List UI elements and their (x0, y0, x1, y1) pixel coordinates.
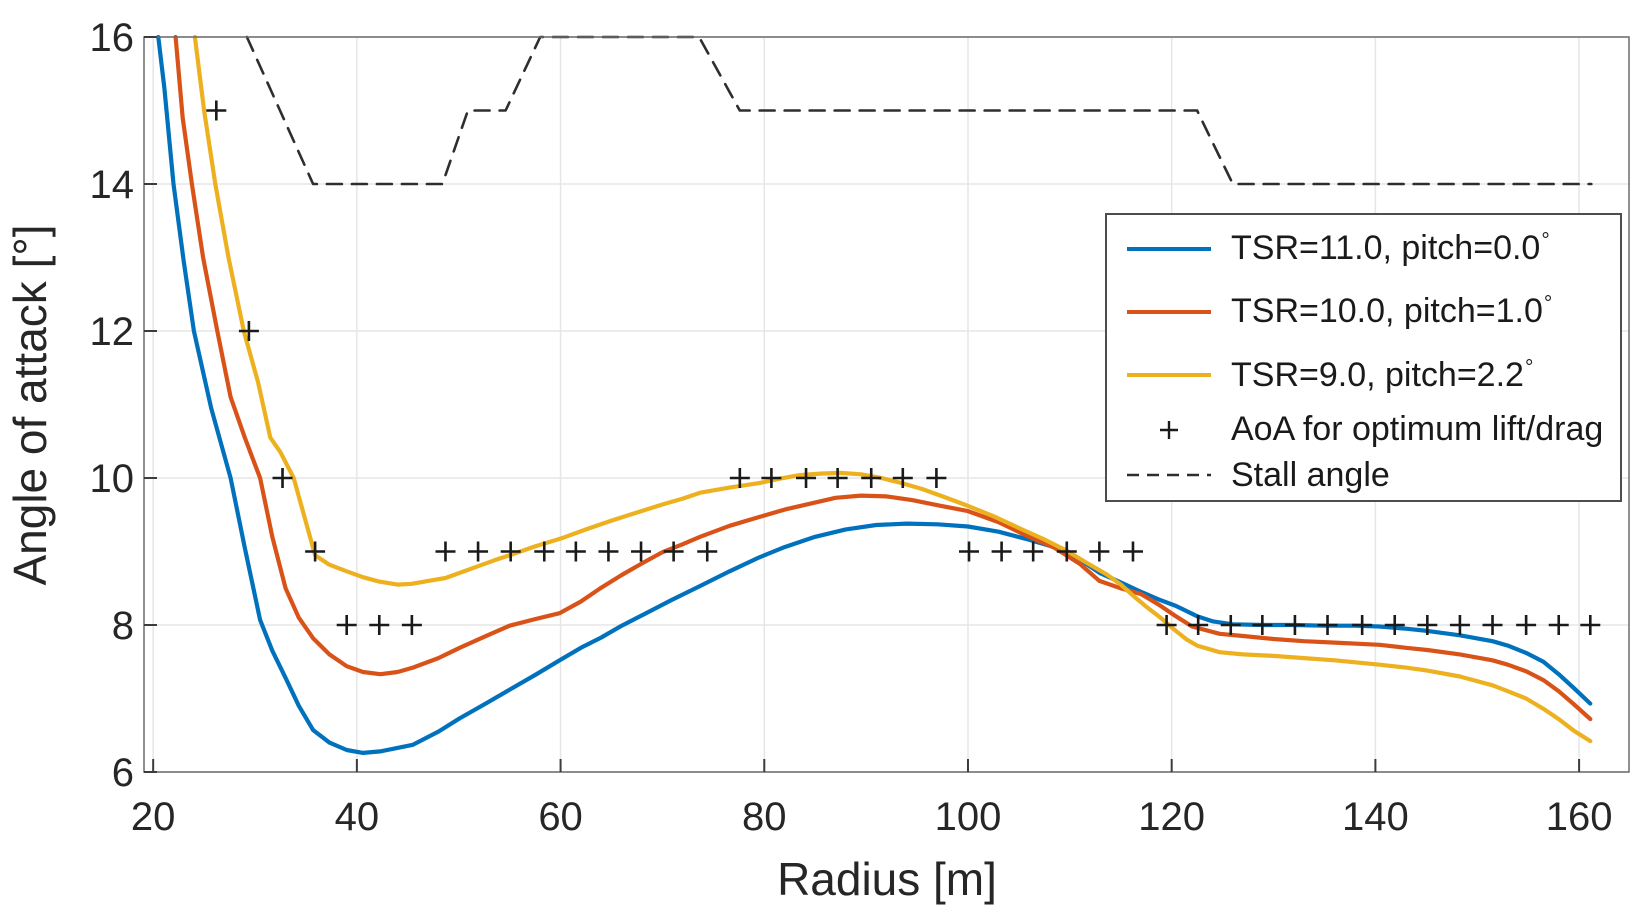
degree-superscript: ° (1524, 355, 1534, 379)
plus-marker (761, 468, 782, 488)
x-tick-label: 120 (1138, 795, 1205, 839)
plus-marker (926, 468, 947, 488)
degree-superscript: ° (1543, 292, 1553, 316)
x-tick-label: 20 (131, 795, 176, 839)
plus-marker (1449, 615, 1470, 635)
plus-marker (1056, 541, 1077, 562)
plus-marker (1252, 615, 1273, 635)
legend-label: AoA for optimum lift/drag (1231, 410, 1604, 449)
plus-marker (500, 541, 521, 562)
plus-marker (1122, 541, 1143, 562)
x-tick-label: 60 (538, 795, 583, 839)
plus-marker (663, 541, 684, 562)
curve-series-1 (173, 34, 1593, 722)
plus-marker (631, 541, 652, 562)
y-tick-label: 10 (90, 457, 135, 501)
plus-marker (1516, 615, 1537, 635)
plus-marker (1482, 615, 1503, 635)
plot-box (143, 36, 1630, 773)
plus-marker (991, 541, 1012, 562)
y-axis-label: Angle of attack [°] (4, 224, 56, 585)
plus-marker (369, 615, 390, 635)
legend-label: TSR=10.0, pitch=1.0 (1231, 292, 1543, 331)
x-tick-label: 40 (335, 795, 380, 839)
plus-marker (598, 541, 619, 562)
legend-item-tsr11: TSR=11.0, pitch=0.0° (1119, 217, 1616, 280)
y-tick-label: 14 (90, 163, 135, 207)
line-swatch-orange (1119, 297, 1219, 327)
x-axis-label: Radius [m] (777, 853, 997, 905)
plus-marker (435, 541, 456, 562)
plus-marker (401, 615, 422, 635)
plus-marker (272, 468, 293, 488)
plus-marker (534, 541, 555, 562)
line-swatch-yellow (1119, 360, 1219, 390)
legend-item-aoa-markers: AoA for optimum lift/drag (1119, 407, 1616, 453)
stall-angle-line (245, 35, 1593, 186)
plus-marker (238, 321, 259, 341)
y-tick-label: 8 (112, 604, 134, 648)
legend-label: TSR=11.0, pitch=0.0 (1231, 229, 1541, 268)
plus-marker (1188, 615, 1209, 635)
plus-marker (1089, 541, 1110, 562)
legend-label: TSR=9.0, pitch=2.2 (1231, 355, 1524, 394)
line-swatch-blue (1119, 234, 1219, 264)
plus-marker (1384, 615, 1405, 635)
y-tick-label: 12 (90, 310, 135, 354)
plus-marker (892, 468, 913, 488)
plus-marker (1352, 615, 1373, 635)
plus-marker (796, 468, 817, 488)
plus-marker (827, 468, 848, 488)
dashed-line-icon (1119, 460, 1219, 490)
plus-marker (305, 541, 326, 562)
plus-marker (1417, 615, 1438, 635)
plus-marker (729, 468, 750, 488)
x-tick-label: 80 (742, 795, 787, 839)
plus-marker (697, 541, 718, 562)
plus-marker (1023, 541, 1044, 562)
plus-marker (1548, 615, 1569, 635)
y-tick-label: 16 (90, 16, 135, 60)
plus-marker (1156, 615, 1177, 635)
plus-marker (1284, 615, 1305, 635)
plus-marker (1220, 615, 1241, 635)
degree-superscript: ° (1541, 229, 1550, 253)
curve-series-2 (192, 34, 1593, 744)
plus-marker (861, 468, 882, 488)
x-tick-label: 100 (935, 795, 1002, 839)
legend-item-tsr9: TSR=9.0, pitch=2.2° (1119, 344, 1616, 407)
plus-marker (206, 100, 227, 121)
plus-marker (336, 615, 357, 635)
plus-marker-icon (1119, 415, 1219, 445)
plus-marker (959, 541, 979, 562)
y-tick-label: 6 (112, 751, 134, 795)
plus-marker (1317, 615, 1338, 635)
legend: TSR=11.0, pitch=0.0° TSR=10.0, pitch=1.0… (1105, 213, 1622, 502)
legend-item-tsr10: TSR=10.0, pitch=1.0° (1119, 280, 1616, 343)
x-tick-label: 140 (1342, 795, 1409, 839)
x-tick-label: 160 (1546, 795, 1613, 839)
legend-item-stall-angle: Stall angle (1119, 453, 1616, 499)
plus-marker (1580, 615, 1601, 635)
legend-label: Stall angle (1231, 455, 1390, 494)
plus-marker (468, 541, 489, 562)
plus-marker (565, 541, 586, 562)
